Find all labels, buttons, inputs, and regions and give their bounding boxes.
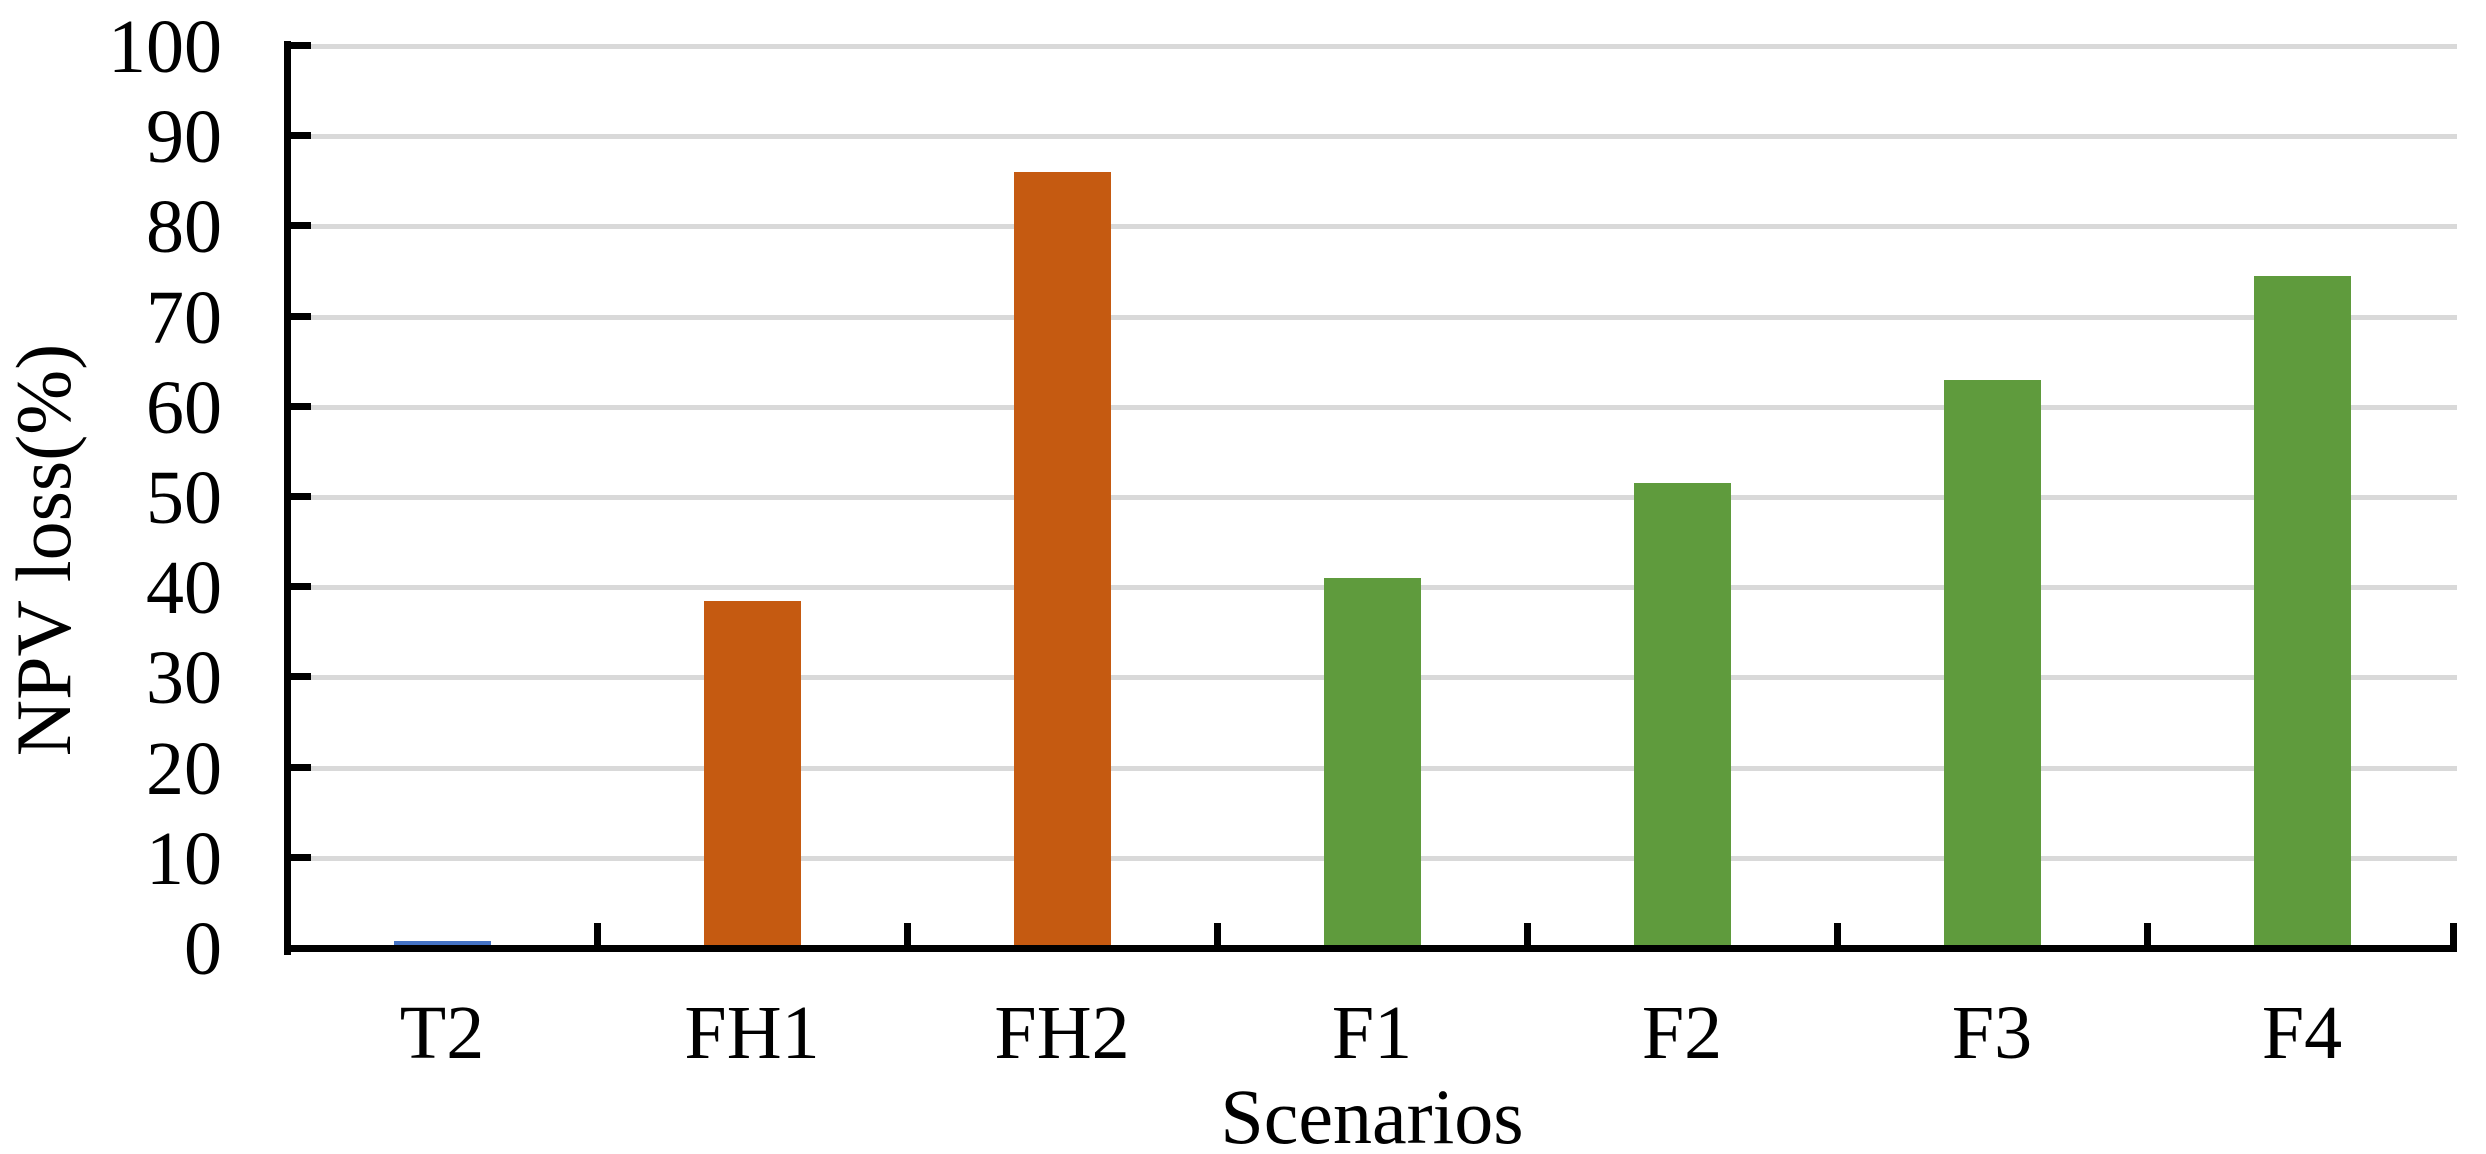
gridline-y-80	[293, 224, 2457, 230]
x-axis-title: Scenarios	[1220, 1073, 1524, 1154]
x-cat-label-F1: F1	[1331, 991, 1413, 1075]
bar-T2	[394, 941, 491, 948]
x-tick-mark-7	[2450, 923, 2457, 945]
bar-F2	[1634, 483, 1731, 948]
y-tick-label-90: 90	[146, 95, 222, 180]
gridline-y-60	[293, 404, 2457, 410]
y-tick-label-0: 0	[184, 907, 222, 991]
x-tick-mark-5	[1834, 923, 1841, 945]
x-cat-label-FH2: FH2	[994, 991, 1130, 1075]
y-tick-label-80: 80	[146, 185, 222, 270]
x-cat-label-T2: T2	[399, 991, 485, 1075]
y-tick-mark-40	[291, 583, 311, 591]
y-tick-label-60: 60	[146, 365, 222, 450]
gridline-y-90	[293, 134, 2457, 140]
x-cat-label-F2: F2	[1641, 991, 1723, 1075]
y-tick-label-30: 30	[146, 636, 222, 721]
gridline-y-50	[293, 495, 2457, 500]
y-tick-label-40: 40	[146, 546, 222, 631]
bar-F4	[2254, 276, 2351, 948]
bar-F3	[1944, 380, 2041, 948]
x-tick-mark-1	[594, 923, 601, 945]
y-tick-mark-100	[291, 42, 311, 49]
x-tick-mark-6	[2144, 923, 2151, 945]
x-tick-mark-4	[1524, 923, 1531, 945]
x-tick-mark-3	[1214, 923, 1221, 945]
x-tick-mark-2	[904, 923, 911, 945]
y-tick-label-100: 100	[108, 5, 222, 89]
bar-F1	[1324, 578, 1421, 948]
x-cat-label-F3: F3	[1951, 991, 2033, 1075]
gridline-y-100	[293, 44, 2457, 49]
bar-FH2	[1014, 172, 1111, 948]
y-tick-mark-80	[291, 222, 311, 230]
y-tick-mark-10	[291, 853, 311, 861]
y-tick-mark-20	[291, 763, 311, 771]
y-tick-label-10: 10	[146, 816, 222, 901]
y-tick-label-70: 70	[146, 275, 222, 360]
y-axis-line	[284, 41, 291, 955]
y-tick-label-20: 20	[146, 726, 222, 811]
y-tick-mark-30	[291, 673, 311, 681]
bar-FH1	[704, 601, 801, 948]
y-tick-mark-60	[291, 402, 311, 410]
y-tick-label-50: 50	[146, 456, 222, 540]
y-tick-mark-90	[291, 132, 311, 140]
y-tick-mark-50	[291, 493, 311, 500]
x-cat-label-F4: F4	[2261, 991, 2343, 1075]
x-cat-label-FH1: FH1	[684, 991, 820, 1075]
gridline-y-70	[293, 314, 2457, 320]
y-tick-mark-70	[291, 312, 311, 320]
x-axis-line	[284, 945, 2457, 952]
